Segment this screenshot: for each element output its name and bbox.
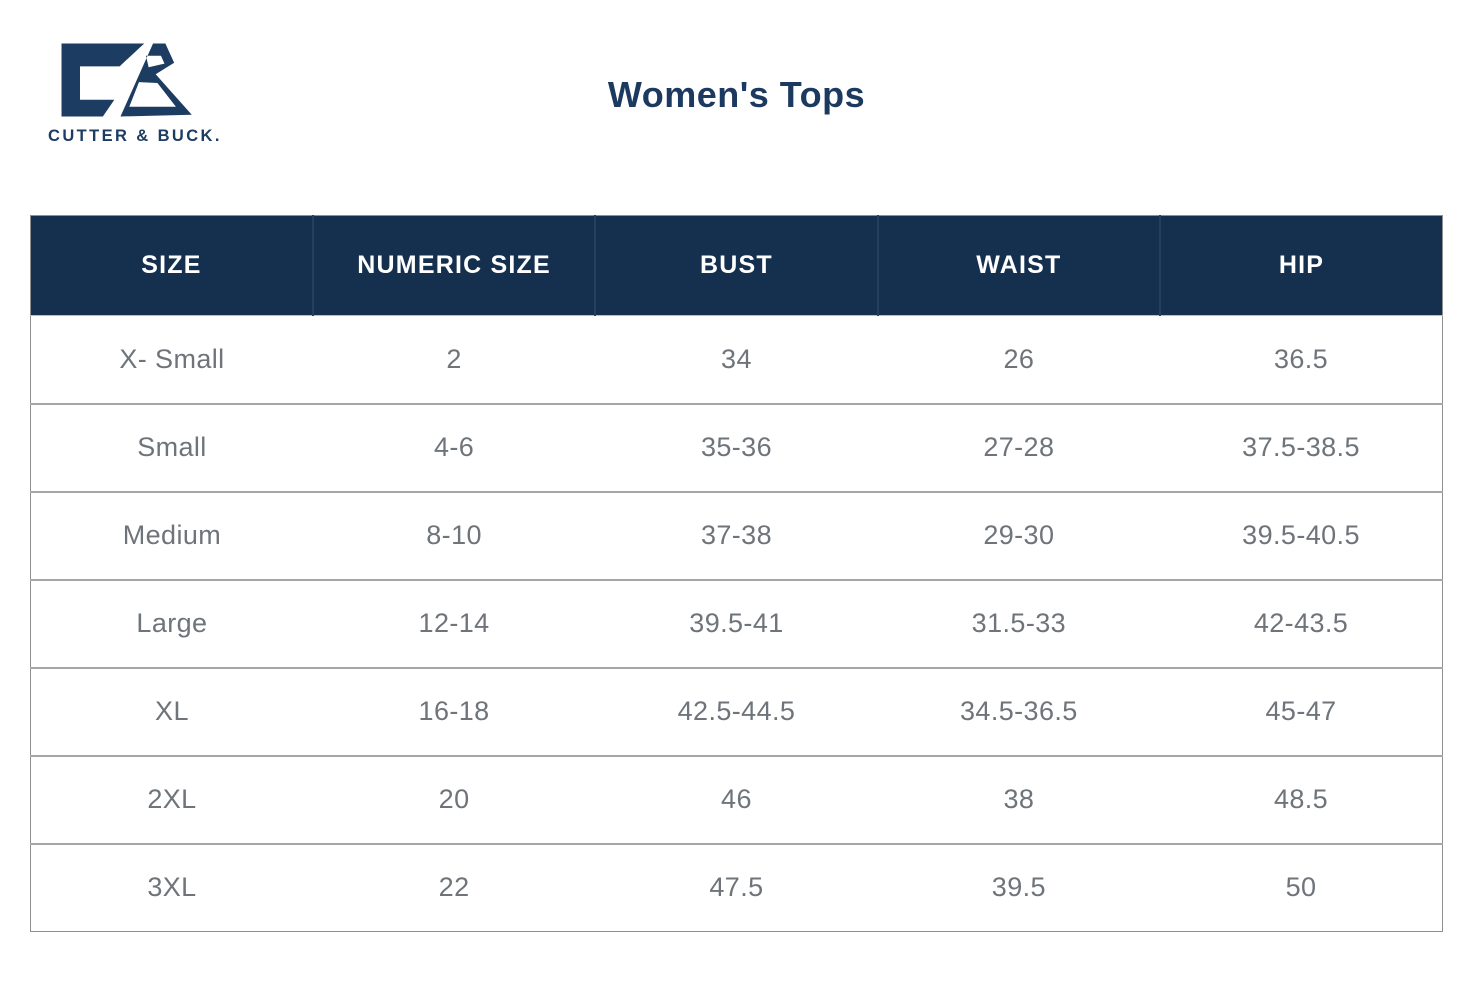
cell-size: X- Small — [30, 315, 313, 404]
cell-numeric-size: 4-6 — [312, 402, 596, 492]
cell-bust: 39.5-41 — [595, 578, 878, 668]
cell-size: Large — [30, 578, 313, 668]
table-row-xsmall: X- Small 2 34 26 36.5 — [30, 315, 1443, 404]
cell-size: XL — [30, 666, 313, 756]
cell-hip: 48.5 — [1160, 754, 1443, 844]
cell-waist: 26 — [877, 315, 1161, 404]
cell-numeric-size: 2 — [312, 315, 596, 404]
column-header-waist: WAIST — [876, 215, 1161, 316]
cell-waist: 29-30 — [877, 490, 1161, 580]
cell-hip: 37.5-38.5 — [1160, 402, 1443, 492]
cell-bust: 37-38 — [595, 490, 878, 580]
cell-bust: 42.5-44.5 — [595, 666, 878, 756]
page-title: Women's Tops — [607, 74, 866, 115]
cell-waist: 38 — [877, 754, 1161, 844]
table-row-2xl: 2XL 20 46 38 48.5 — [30, 754, 1443, 844]
cell-hip: 36.5 — [1160, 315, 1443, 404]
cell-bust: 46 — [595, 754, 878, 844]
table-row-small: Small 4-6 35-36 27-28 37.5-38.5 — [30, 402, 1443, 492]
cell-hip: 50 — [1160, 842, 1443, 932]
cell-numeric-size: 12-14 — [312, 578, 596, 668]
size-chart-table: SIZE NUMERIC SIZE BUST WAIST HIP X- Smal… — [30, 215, 1443, 932]
cell-hip: 45-47 — [1160, 666, 1443, 756]
column-header-numeric-size: NUMERIC SIZE — [311, 215, 596, 316]
cell-bust: 47.5 — [595, 842, 878, 932]
cell-size: Small — [30, 402, 313, 492]
cell-numeric-size: 16-18 — [312, 666, 596, 756]
table-header-row: SIZE NUMERIC SIZE BUST WAIST HIP — [30, 215, 1443, 316]
cell-size: 2XL — [30, 754, 313, 844]
cell-waist: 27-28 — [877, 402, 1161, 492]
cell-waist: 39.5 — [877, 842, 1161, 932]
cell-size: 3XL — [30, 842, 313, 932]
cell-size: Medium — [30, 490, 313, 580]
column-header-hip: HIP — [1159, 215, 1443, 316]
cell-hip: 39.5-40.5 — [1160, 490, 1443, 580]
cell-numeric-size: 8-10 — [312, 490, 596, 580]
cell-waist: 31.5-33 — [877, 578, 1161, 668]
cell-bust: 35-36 — [595, 402, 878, 492]
cell-numeric-size: 20 — [312, 754, 596, 844]
column-header-bust: BUST — [594, 215, 878, 316]
brand-wordmark: CUTTER & BUCK. — [48, 127, 222, 145]
cell-waist: 34.5-36.5 — [877, 666, 1161, 756]
cutter-buck-cb-monogram-icon — [61, 43, 192, 117]
table-row-3xl: 3XL 22 47.5 39.5 50 — [30, 842, 1443, 932]
column-header-size: SIZE — [30, 215, 313, 316]
cell-numeric-size: 22 — [312, 842, 596, 932]
table-row-large: Large 12-14 39.5-41 31.5-33 42-43.5 — [30, 578, 1443, 668]
table-row-xl: XL 16-18 42.5-44.5 34.5-36.5 45-47 — [30, 666, 1443, 756]
cell-bust: 34 — [595, 315, 878, 404]
cell-hip: 42-43.5 — [1160, 578, 1443, 668]
table-row-medium: Medium 8-10 37-38 29-30 39.5-40.5 — [30, 490, 1443, 580]
brand-logo: CUTTER & BUCK. — [48, 32, 222, 146]
